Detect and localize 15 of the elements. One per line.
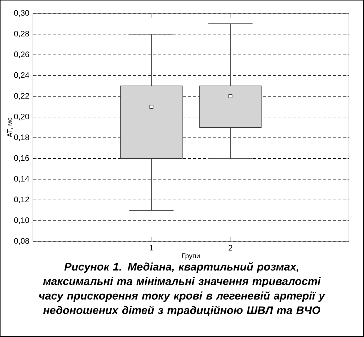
text: Рисунок 1. Медіана, квартильний розмах, максимальні та мінімальні значення тривалості часу прискорення току крові в легеневій артерії у недоношених дітей з традиційною ШВЛ та ВЧО [39, 262, 326, 317]
y-tick-label: 0,22 [14, 93, 30, 100]
y-tick-label: 0,26 [14, 52, 30, 58]
y-tick-label: 0,16 [14, 155, 30, 162]
y-tick-label: 0,10 [14, 218, 30, 224]
y-tick-label: 0,24 [14, 72, 30, 80]
y-tick-label: 0,18 [14, 134, 30, 142]
x-tick-label: 1 [150, 245, 154, 251]
y-tick-label: 0,12 [14, 196, 30, 204]
y-tick-label: 0,30 [14, 10, 30, 17]
x-tick-label: 2 [228, 245, 232, 251]
y-tick-label: 0,14 [14, 176, 30, 183]
y-tick-label: 0,08 [14, 238, 30, 245]
y-tick-label: 0,20 [14, 114, 30, 121]
y-tick-label: 0,28 [14, 31, 30, 38]
